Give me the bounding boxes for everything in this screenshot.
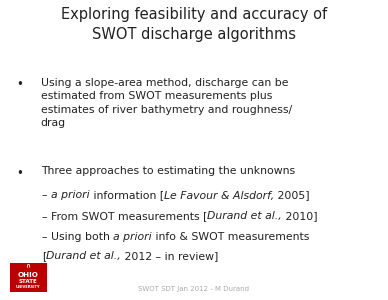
Text: –: –	[42, 190, 51, 200]
Text: – Using both: – Using both	[42, 232, 113, 242]
Text: UNIVERSITY: UNIVERSITY	[16, 285, 40, 289]
Text: Exploring feasibility and accuracy of
SWOT discharge algorithms: Exploring feasibility and accuracy of SW…	[61, 8, 327, 42]
Text: info & SWOT measurements: info & SWOT measurements	[152, 232, 309, 242]
Text: Durand et al.,: Durand et al.,	[207, 212, 282, 221]
Text: •: •	[16, 167, 23, 179]
Text: a priori: a priori	[113, 232, 152, 242]
Text: 2010]: 2010]	[282, 212, 318, 221]
Text: SWOT SDT Jan 2012 - M Durand: SWOT SDT Jan 2012 - M Durand	[139, 286, 249, 292]
Text: OHIO: OHIO	[18, 272, 38, 278]
Text: – From SWOT measurements [: – From SWOT measurements [	[42, 212, 207, 221]
Text: •: •	[16, 78, 23, 91]
Text: STATE: STATE	[19, 279, 38, 284]
Text: 2012 – in review]: 2012 – in review]	[121, 251, 218, 261]
Text: 2005]: 2005]	[274, 190, 310, 200]
Text: a priori: a priori	[51, 190, 90, 200]
Text: information [: information [	[90, 190, 164, 200]
FancyBboxPatch shape	[10, 263, 47, 292]
Text: Le Favour & Alsdorf,: Le Favour & Alsdorf,	[164, 190, 274, 200]
Text: Using a slope-area method, discharge can be
estimated from SWOT measurements plu: Using a slope-area method, discharge can…	[41, 78, 292, 128]
Text: [: [	[42, 251, 46, 261]
Text: Three approaches to estimating the unknowns: Three approaches to estimating the unkno…	[41, 167, 295, 176]
Text: Durand et al.,: Durand et al.,	[46, 251, 121, 261]
Text: ∩: ∩	[26, 264, 31, 269]
